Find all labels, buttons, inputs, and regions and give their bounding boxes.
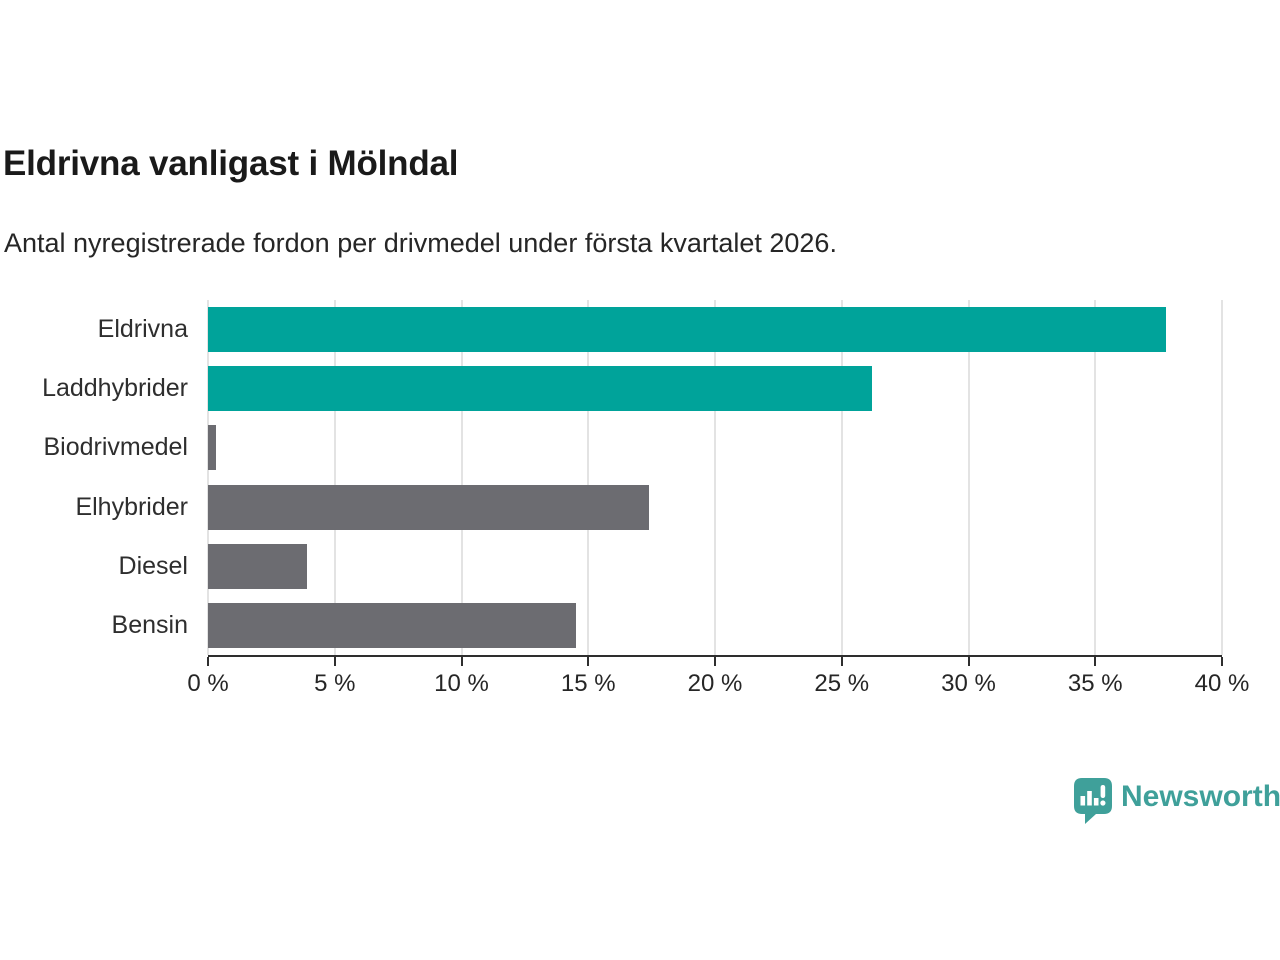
x-axis-tick [967, 657, 970, 666]
gridline [967, 300, 970, 655]
x-axis: 0 % 5 % 10 % 15 % 20 % 25 % 30 % 35 % 40 % [187, 657, 1249, 702]
x-tick-label: 40 % [1194, 670, 1250, 697]
bar-diesel [208, 543, 307, 589]
bar-eldrivna [208, 307, 1167, 353]
x-tick-label: 30 % [941, 670, 996, 697]
y-axis-category-labels: Eldrivna Laddhybrider Biodrivmedel Elhybrid… [0, 300, 188, 655]
x-axis-tick [460, 657, 463, 666]
category-label: Laddhybrider [42, 374, 188, 403]
category-label: Elhybrider [75, 492, 188, 521]
gridline [333, 300, 336, 655]
bar-elhybrider [208, 484, 650, 530]
category-label: Eldrivna [97, 315, 188, 344]
gridline [460, 300, 463, 655]
x-tick-label: 0 % [187, 670, 229, 697]
chart-subtitle: Antal nyregistrerade fordon per drivmede… [4, 228, 837, 258]
bar-chart-plot-area [207, 300, 1223, 657]
chart-title: Eldrivna vanligast i Mölndal [3, 144, 459, 183]
x-axis-tick [207, 657, 209, 666]
bar-row [208, 418, 1222, 477]
newsworthy-logo-link[interactable]: Newsworthy [1074, 778, 1280, 824]
x-tick-label: 35 % [1067, 670, 1123, 697]
bar-row [208, 596, 1222, 655]
bar-bensin [208, 602, 576, 648]
x-tick-label: 5 % [314, 670, 356, 697]
gridline [1221, 300, 1223, 655]
gridline [587, 300, 590, 655]
gridline [1094, 300, 1097, 655]
x-axis-tick [587, 657, 590, 666]
x-tick-label: 15 % [560, 670, 616, 697]
category-label: Diesel [118, 551, 188, 580]
bar-row [208, 300, 1222, 359]
bar-row [208, 359, 1222, 418]
gridline [207, 300, 209, 655]
x-axis-tick [714, 657, 716, 666]
bar-laddhybrider [208, 366, 873, 412]
x-axis-tick [1094, 657, 1097, 666]
gridline [714, 300, 716, 655]
gridline [840, 300, 843, 655]
newsworthy-logo-icon [1074, 778, 1112, 824]
x-tick-label: 20 % [687, 670, 743, 697]
x-axis-tick [333, 657, 336, 666]
category-label: Biodrivmedel [43, 433, 188, 462]
x-axis-tick [840, 657, 843, 666]
category-label: Bensin [111, 610, 188, 639]
x-axis-tick [1221, 657, 1223, 666]
bar-row [208, 477, 1222, 536]
x-tick-label: 25 % [814, 670, 870, 697]
x-tick-label: 10 % [434, 670, 489, 697]
bar-biodrivmedel [208, 425, 216, 471]
newsworthy-logo-text: Newsworthy [1121, 780, 1280, 813]
bar-row [208, 537, 1222, 596]
